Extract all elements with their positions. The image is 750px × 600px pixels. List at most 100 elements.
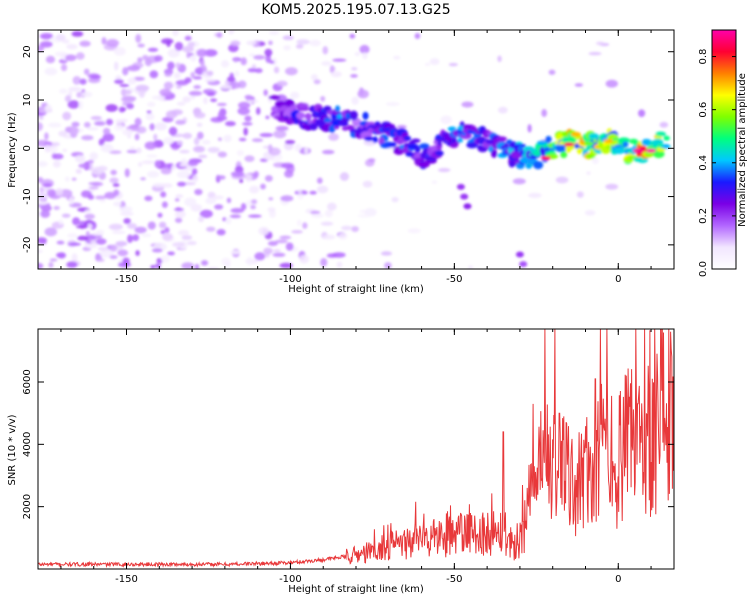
colorbar-label: Normalized spectral amplitude (737, 73, 748, 227)
heatmap-cell (304, 112, 312, 121)
heatmap-cell (226, 76, 236, 83)
heatmap-cell (204, 49, 218, 57)
heatmap-cell (66, 43, 78, 50)
heatmap-cell (108, 223, 123, 231)
heatmap-cell (204, 79, 216, 83)
heatmap-cell (265, 54, 272, 63)
heatmap-cell (84, 213, 96, 220)
heatmap-cell (81, 91, 93, 98)
heatmap-cell (431, 180, 438, 184)
heatmap-cell (230, 171, 245, 177)
heatmap-cell (186, 52, 191, 59)
heatmap-cell (372, 136, 378, 143)
heatmap-cell (182, 132, 193, 139)
heatmap-cell (272, 57, 277, 66)
heatmap-cell (414, 146, 421, 153)
heatmap-cell (321, 61, 332, 66)
heatmap-cell (164, 73, 172, 77)
heatmap-cell (147, 221, 156, 230)
heatmap-cell (490, 149, 498, 158)
heatmap-cell (66, 261, 78, 268)
heatmap-cell (175, 62, 181, 69)
x-tick-label: 0 (615, 274, 621, 285)
heatmap-cell (124, 168, 130, 178)
snr-series-line (38, 329, 674, 569)
heatmap-cell (109, 255, 118, 259)
heatmap-cell (217, 111, 224, 119)
heatmap-cell (436, 144, 442, 150)
heatmap-cell (163, 68, 174, 75)
heatmap-cell (466, 141, 478, 149)
heatmap-cell (463, 203, 472, 210)
heatmap-cell (349, 33, 356, 39)
heatmap-cell (162, 233, 174, 241)
heatmap-cell (265, 115, 270, 120)
heatmap-cell (173, 72, 181, 79)
heatmap-cell (132, 234, 140, 242)
heatmap-cell (331, 252, 346, 258)
heatmap-cell (187, 160, 199, 167)
heatmap-cell (60, 63, 68, 72)
heatmap-cell (147, 170, 160, 178)
heatmap-cell (135, 250, 140, 257)
heatmap-cell (187, 41, 196, 48)
heatmap-cell (310, 213, 324, 218)
heatmap-cell (512, 178, 526, 185)
heatmap-cell (182, 45, 194, 53)
heatmap-cell (174, 41, 184, 51)
heatmap-cell (655, 131, 667, 137)
heatmap-cell (71, 121, 80, 127)
heatmap-cell (149, 123, 155, 131)
heatmap-cell (38, 237, 48, 244)
heatmap-cell (216, 229, 226, 236)
heatmap-cell (268, 31, 280, 35)
heatmap-cell (268, 95, 281, 100)
heatmap-cell (662, 144, 670, 149)
heatmap-cell (622, 141, 629, 148)
heatmap-cell (361, 52, 368, 60)
heatmap-cell (588, 51, 602, 56)
heatmap-cell (120, 89, 132, 95)
heatmap-cell (103, 127, 111, 136)
heatmap-cell (207, 146, 220, 153)
heatmap-cell (153, 133, 158, 141)
heatmap-cell (336, 261, 343, 268)
heatmap-cell (160, 254, 170, 263)
heatmap-cell (216, 175, 226, 180)
heatmap-cell (181, 262, 195, 269)
heatmap-cell (496, 136, 508, 142)
heatmap-cell (194, 263, 200, 269)
heatmap-cell (64, 95, 72, 103)
heatmap-cell (267, 240, 278, 246)
heatmap-cell (117, 249, 129, 257)
heatmap-cell (135, 34, 142, 43)
heatmap-cell (105, 118, 114, 126)
heatmap-cell (457, 138, 464, 143)
heatmap-cell (194, 112, 206, 119)
heatmap-cell (357, 214, 371, 218)
heatmap-cell (280, 195, 294, 202)
x-tick-label: -100 (279, 574, 302, 585)
heatmap-cell (168, 126, 178, 136)
heatmap-cell (555, 144, 567, 153)
heatmap-cell (276, 80, 288, 87)
heatmap-cell (194, 188, 203, 196)
heatmap-cell (175, 119, 186, 125)
heatmap-cell (141, 233, 152, 238)
heatmap-cell (237, 107, 250, 116)
heatmap-cell (140, 177, 146, 181)
heatmap-cell (588, 133, 599, 140)
heatmap-cell (203, 97, 208, 105)
heatmap-cell (59, 88, 68, 94)
heatmap-cell (329, 124, 336, 134)
heatmap-cell (210, 98, 218, 103)
spectrogram-xlabel: Height of straight line (km) (288, 284, 424, 295)
heatmap-cell (78, 163, 90, 169)
heatmap-cell (176, 140, 183, 146)
heatmap-cell (205, 197, 217, 205)
heatmap-cell (167, 251, 175, 256)
heatmap-cell (114, 79, 124, 84)
heatmap-cell (58, 219, 64, 225)
heatmap-cell (224, 260, 231, 268)
heatmap-cell (332, 58, 347, 62)
